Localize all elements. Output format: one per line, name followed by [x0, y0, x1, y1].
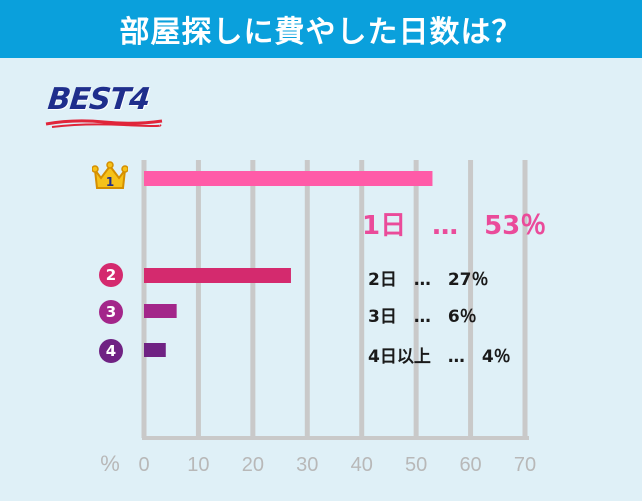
bar-1: [144, 171, 433, 186]
crown-icon: 1: [92, 161, 128, 189]
rank-1-label: 1日 … 53％: [362, 211, 547, 241]
page-title: 部屋探しに費やした日数は？: [119, 15, 523, 50]
bar-2: [144, 268, 291, 283]
tick-label-50: 50: [405, 454, 427, 476]
rank-4-label: 4日以上 … 4％: [368, 347, 511, 367]
tick-label-60: 60: [459, 454, 481, 476]
tick-label-20: 20: [242, 454, 264, 476]
title-bar: 部屋探しに費やした日数は？: [0, 0, 642, 58]
rank-4-badge: 4: [99, 339, 123, 363]
tick-label-40: 40: [351, 454, 373, 476]
rank-2-badge: 2: [99, 263, 123, 287]
tick-label-0: 0: [138, 454, 149, 476]
best-underline: [45, 119, 163, 128]
bar-3: [144, 304, 177, 318]
tick-label-70: 70: [514, 454, 536, 476]
tick-label-10: 10: [187, 454, 209, 476]
rank-1-number: 1: [106, 175, 114, 189]
rank-2-label: 2日 … 27％: [368, 270, 489, 290]
x-axis-unit-label: %: [100, 451, 120, 476]
tick-label-30: 30: [296, 454, 318, 476]
rank-3-label: 3日 … 6％: [368, 307, 477, 327]
rank-3-badge: 3: [99, 300, 123, 324]
bar-4: [144, 343, 166, 357]
